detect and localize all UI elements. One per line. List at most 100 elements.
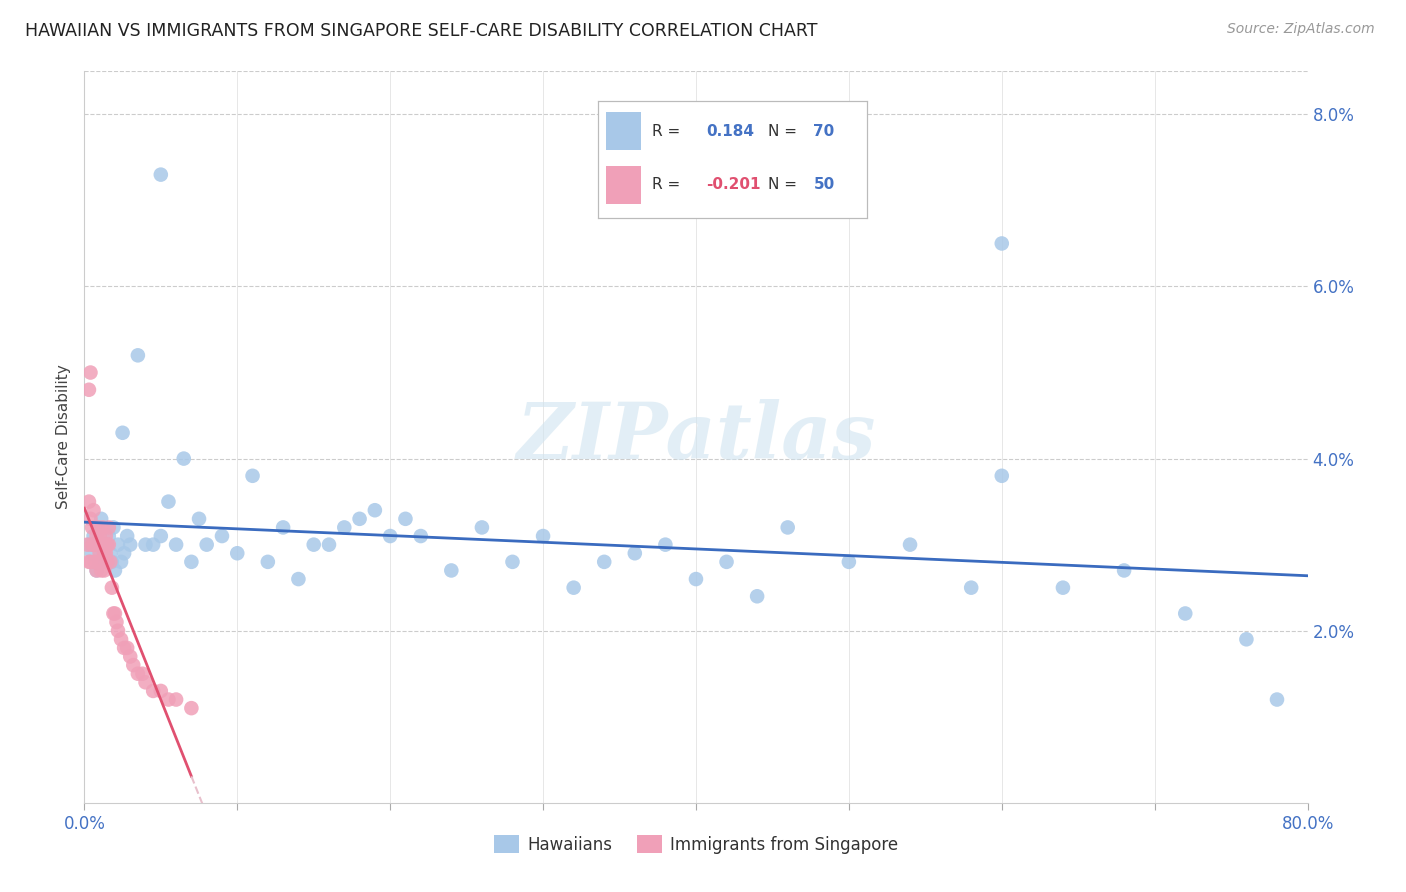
Point bbox=[94, 529, 117, 543]
Point bbox=[157, 692, 180, 706]
Point bbox=[685, 572, 707, 586]
Point bbox=[127, 348, 149, 362]
Point bbox=[84, 538, 107, 552]
Point bbox=[77, 538, 100, 552]
Point bbox=[77, 383, 100, 397]
Point bbox=[104, 564, 127, 578]
Point bbox=[333, 520, 356, 534]
Point bbox=[654, 538, 676, 552]
Point bbox=[97, 529, 120, 543]
Point bbox=[89, 546, 111, 560]
Point bbox=[77, 494, 100, 508]
Point bbox=[149, 529, 172, 543]
Point bbox=[76, 538, 98, 552]
Point bbox=[127, 666, 149, 681]
Point bbox=[101, 555, 124, 569]
Point bbox=[87, 520, 110, 534]
Point bbox=[142, 538, 165, 552]
Point bbox=[242, 468, 264, 483]
Point bbox=[112, 546, 135, 560]
Point bbox=[131, 666, 153, 681]
Point bbox=[991, 236, 1014, 251]
Point bbox=[110, 555, 132, 569]
Point bbox=[440, 564, 463, 578]
Text: Source: ZipAtlas.com: Source: ZipAtlas.com bbox=[1227, 22, 1375, 37]
Point bbox=[91, 538, 114, 552]
Point bbox=[149, 168, 172, 182]
Point bbox=[960, 581, 983, 595]
Point bbox=[135, 538, 157, 552]
Point bbox=[1265, 692, 1288, 706]
Point bbox=[302, 538, 325, 552]
Point bbox=[97, 520, 120, 534]
Point bbox=[89, 529, 111, 543]
Point bbox=[135, 675, 157, 690]
Point bbox=[80, 538, 103, 552]
Point bbox=[107, 624, 129, 638]
Point bbox=[1052, 581, 1074, 595]
Point bbox=[84, 538, 107, 552]
Point bbox=[562, 581, 585, 595]
Point bbox=[502, 555, 524, 569]
Point bbox=[120, 538, 142, 552]
Point bbox=[94, 546, 117, 560]
Point bbox=[79, 555, 101, 569]
Point bbox=[471, 520, 494, 534]
Point bbox=[79, 512, 101, 526]
Point bbox=[120, 649, 142, 664]
Point bbox=[157, 494, 180, 508]
Point bbox=[83, 529, 105, 543]
Point bbox=[86, 564, 108, 578]
Text: ZIPatlas: ZIPatlas bbox=[516, 399, 876, 475]
Point bbox=[101, 581, 124, 595]
Point bbox=[165, 692, 187, 706]
Point bbox=[991, 468, 1014, 483]
Point bbox=[87, 555, 110, 569]
Point bbox=[180, 555, 202, 569]
Point bbox=[93, 546, 115, 560]
Point bbox=[91, 520, 114, 534]
Point bbox=[195, 538, 218, 552]
Point bbox=[776, 520, 799, 534]
Point bbox=[98, 555, 121, 569]
Point bbox=[89, 555, 111, 569]
Point bbox=[103, 520, 125, 534]
Text: HAWAIIAN VS IMMIGRANTS FROM SINGAPORE SELF-CARE DISABILITY CORRELATION CHART: HAWAIIAN VS IMMIGRANTS FROM SINGAPORE SE… bbox=[25, 22, 818, 40]
Point bbox=[93, 564, 115, 578]
Point bbox=[364, 503, 387, 517]
Point bbox=[107, 538, 129, 552]
Point bbox=[226, 546, 249, 560]
Point bbox=[93, 546, 115, 560]
Point bbox=[96, 538, 118, 552]
Point bbox=[80, 520, 103, 534]
Point bbox=[1174, 607, 1197, 621]
Point bbox=[77, 555, 100, 569]
Point bbox=[91, 538, 114, 552]
Point bbox=[531, 529, 554, 543]
Point bbox=[90, 512, 112, 526]
Point bbox=[188, 512, 211, 526]
Point bbox=[83, 503, 105, 517]
Point bbox=[142, 684, 165, 698]
Point bbox=[211, 529, 233, 543]
Point bbox=[96, 555, 118, 569]
Point bbox=[84, 555, 107, 569]
Y-axis label: Self-Care Disability: Self-Care Disability bbox=[56, 365, 72, 509]
Legend: Hawaiians, Immigrants from Singapore: Hawaiians, Immigrants from Singapore bbox=[486, 829, 905, 860]
Point bbox=[86, 564, 108, 578]
Point bbox=[716, 555, 738, 569]
Point bbox=[87, 520, 110, 534]
Point bbox=[349, 512, 371, 526]
Point bbox=[80, 546, 103, 560]
Point bbox=[149, 684, 172, 698]
Point bbox=[165, 538, 187, 552]
Point bbox=[115, 529, 138, 543]
Point bbox=[318, 538, 340, 552]
Point bbox=[97, 538, 120, 552]
Point bbox=[1114, 564, 1136, 578]
Point bbox=[79, 366, 101, 380]
Point bbox=[115, 640, 138, 655]
Point bbox=[96, 538, 118, 552]
Point bbox=[593, 555, 616, 569]
Point bbox=[86, 529, 108, 543]
